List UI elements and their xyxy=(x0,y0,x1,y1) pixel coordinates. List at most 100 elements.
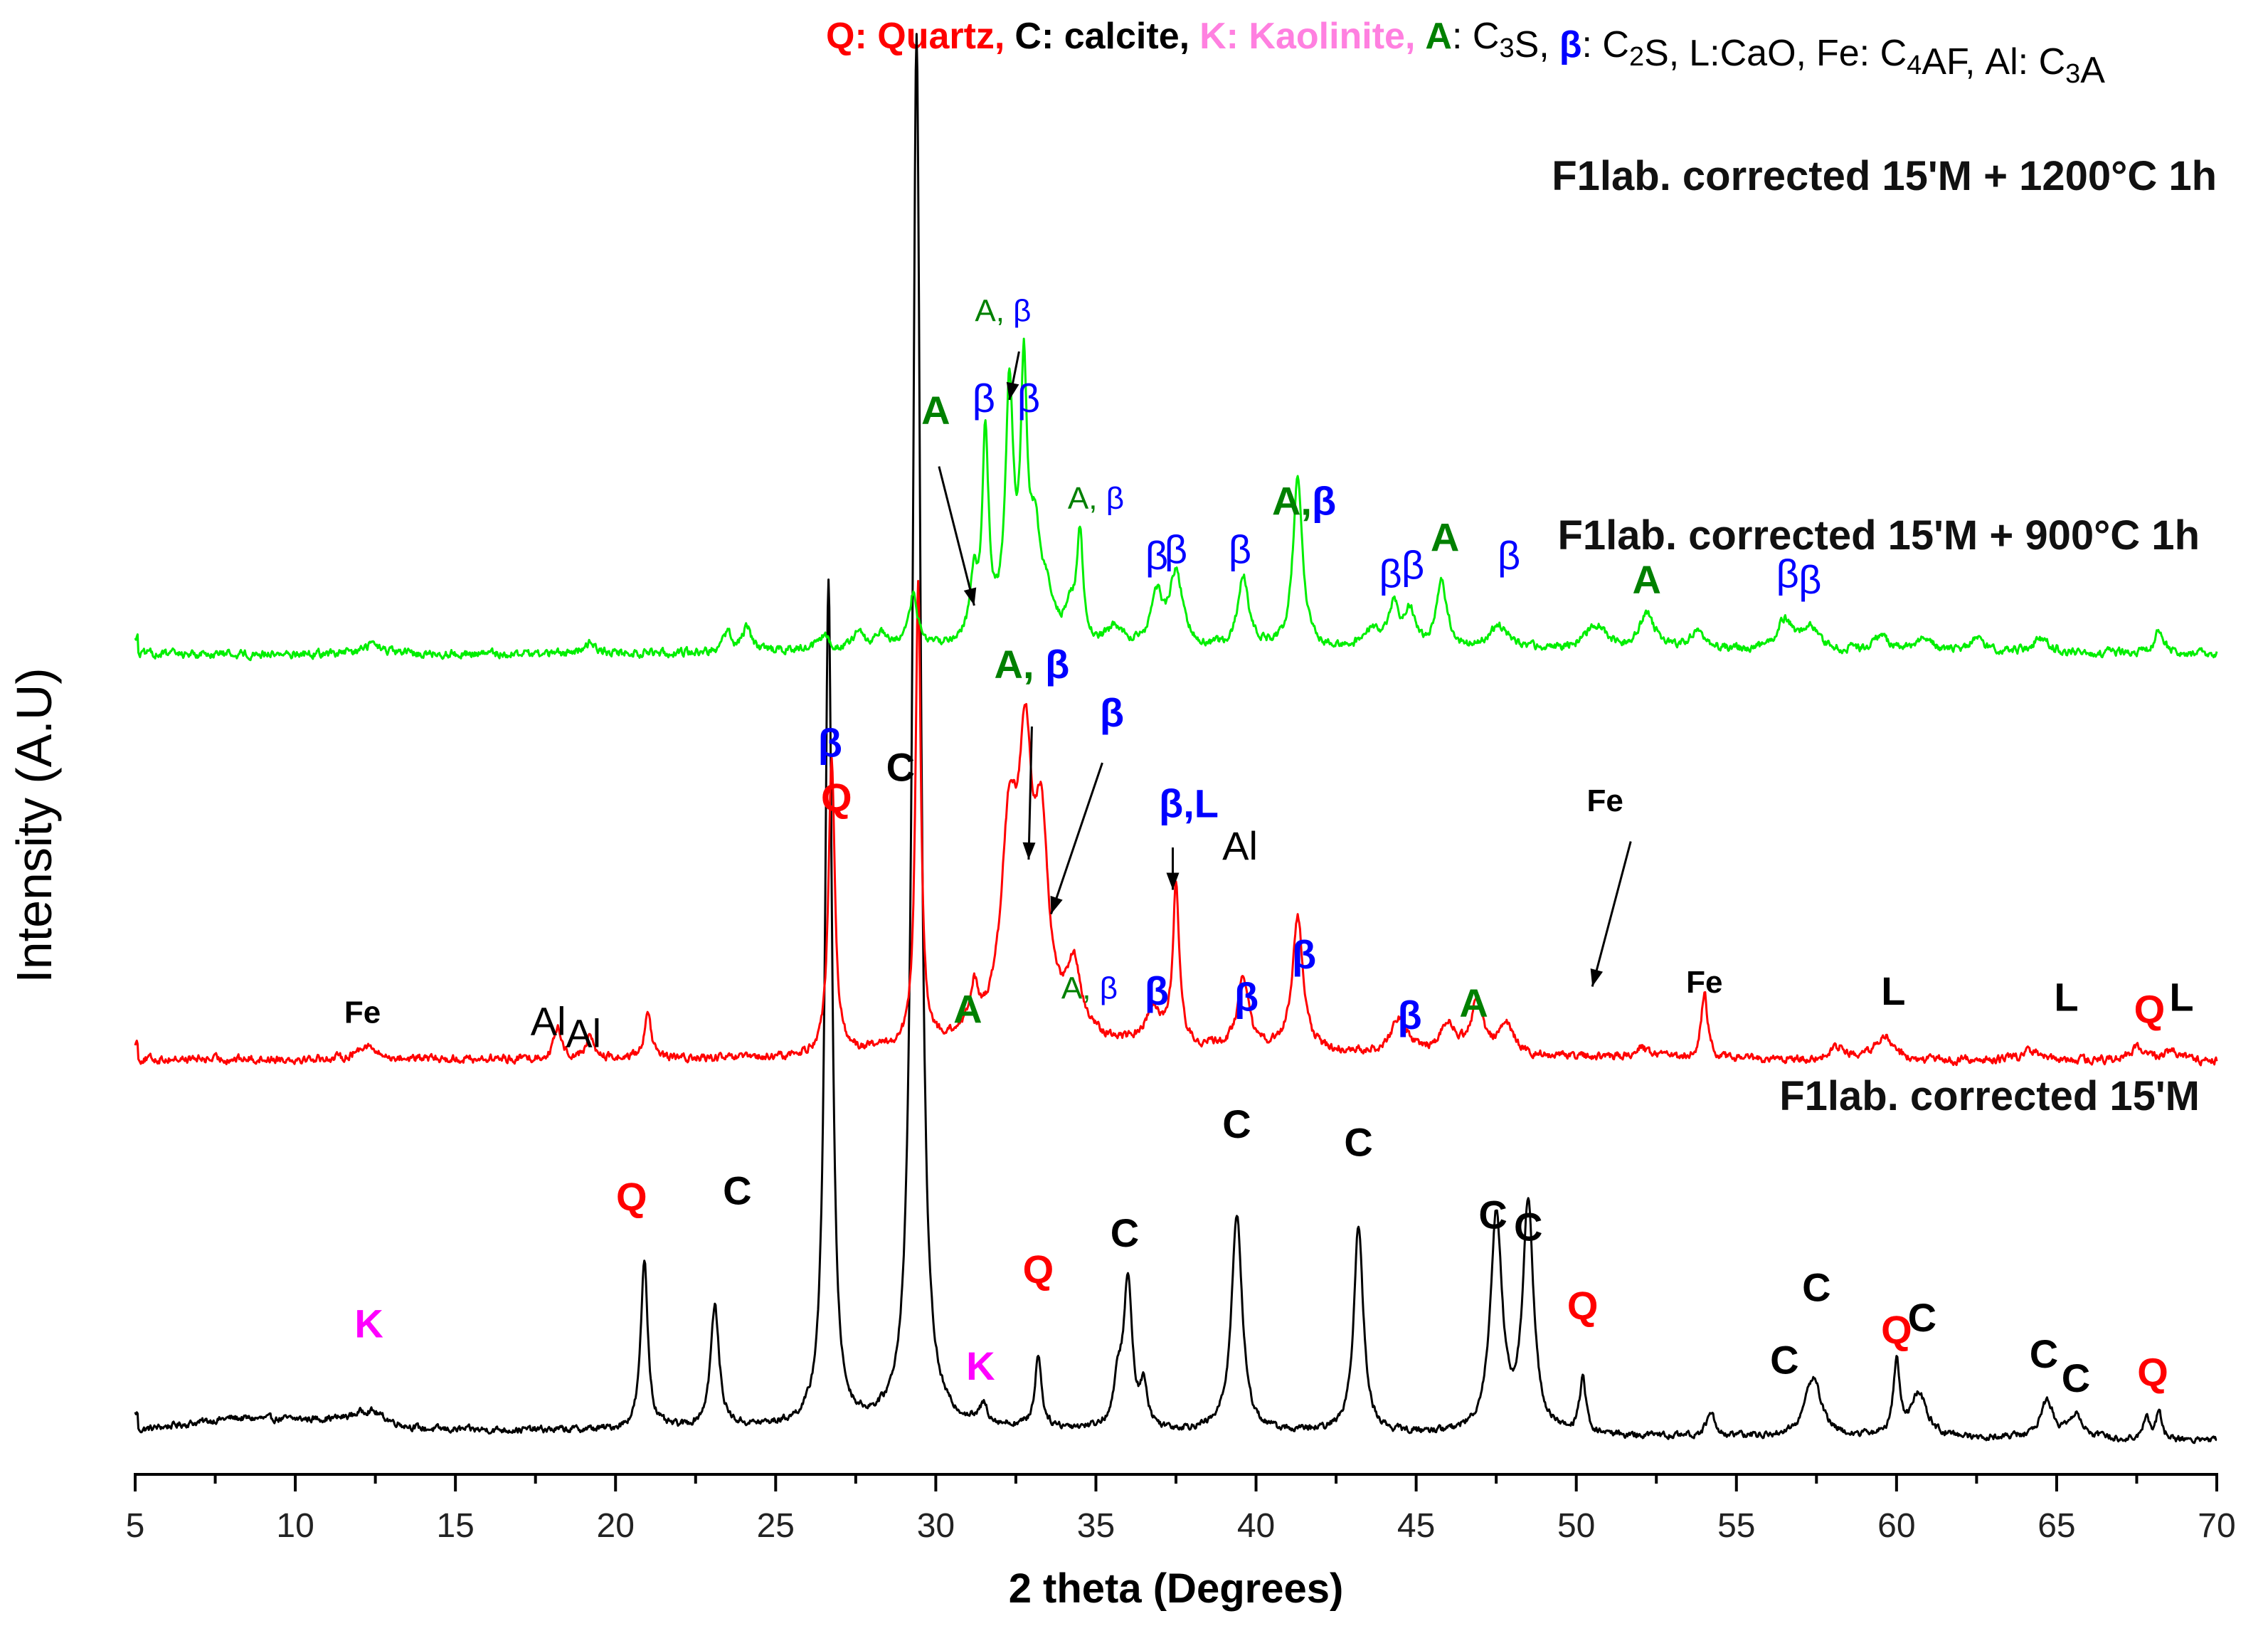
peak-arrow xyxy=(1591,841,1632,987)
peak-arrow-head xyxy=(963,587,977,606)
peak-label: Q xyxy=(616,1174,647,1219)
legend-separator: : xyxy=(2018,41,2039,83)
peak-label: β xyxy=(1292,932,1316,977)
peak-label: L xyxy=(2169,975,2193,1020)
peak-label: C xyxy=(886,745,915,790)
peak-arrows xyxy=(938,351,1632,987)
peak-label: β xyxy=(1017,376,1040,421)
peak-label: C xyxy=(1514,1205,1542,1250)
peak-arrow-head xyxy=(1590,968,1604,987)
legend-separator: : xyxy=(854,16,877,57)
peak-label: Fe xyxy=(1686,965,1722,1000)
peak-label: A xyxy=(953,987,982,1032)
legend-subscript: 3 xyxy=(1499,33,1514,63)
legend-separator: : xyxy=(1581,24,1602,65)
legend-label: C xyxy=(1473,16,1500,57)
peak-label: A xyxy=(1431,515,1459,560)
x-tick-label: 65 xyxy=(2038,1507,2075,1545)
pattern-title: F1lab. corrected 15'M + 1200°C 1h xyxy=(1552,153,2217,199)
x-tick-label: 45 xyxy=(1397,1507,1435,1545)
peak-label-part: β xyxy=(1312,479,1336,524)
peak-label: Al xyxy=(566,1011,601,1056)
peak-label: β xyxy=(1798,557,1821,602)
peak-label: Q xyxy=(2137,1350,2168,1395)
peak-label: A, β xyxy=(995,642,1070,687)
legend-separator: : xyxy=(1710,33,1719,74)
peak-label: Q xyxy=(1567,1283,1599,1328)
peak-label: A, β xyxy=(1061,971,1118,1006)
legend-symbol: Q xyxy=(826,16,854,57)
x-tick-label: 50 xyxy=(1557,1507,1595,1545)
legend-symbol: β xyxy=(1559,24,1582,65)
x-tick-label: 25 xyxy=(757,1507,795,1545)
peak-arrow-head xyxy=(1022,842,1036,860)
x-tick-label: 10 xyxy=(276,1507,314,1545)
legend-label: Quartz, xyxy=(877,16,1005,57)
peak-label: β xyxy=(818,721,842,766)
peak-label: Q xyxy=(821,775,852,820)
peak-label: C xyxy=(1222,1102,1251,1146)
peak-label: L xyxy=(2054,975,2078,1020)
legend-symbol: K xyxy=(1199,16,1226,57)
peak-label: K xyxy=(354,1301,383,1346)
peak-label: β xyxy=(1379,551,1401,596)
peak-label: C xyxy=(1344,1120,1372,1165)
peak-label: C xyxy=(1770,1338,1798,1383)
chart-traces xyxy=(134,33,2218,1444)
x-tick-label: 15 xyxy=(436,1507,474,1545)
legend-label: A xyxy=(2080,50,2105,91)
legend-symbol: A xyxy=(1425,16,1452,57)
legend-separator: : xyxy=(1042,16,1064,57)
peak-label: β xyxy=(973,376,995,421)
legend-subscript: 2 xyxy=(1629,42,1644,72)
peak-label: Fe xyxy=(344,995,381,1030)
x-tick-label: 40 xyxy=(1237,1507,1275,1545)
x-axis-ticks: 5 10 15 20 25 30 35 40 45 50 55 60 65 70 xyxy=(126,1474,2236,1545)
peak-label: A, β xyxy=(975,294,1031,329)
peak-label: β xyxy=(1145,968,1169,1013)
x-tick-label: 55 xyxy=(1717,1507,1755,1545)
peak-label: A xyxy=(1632,557,1660,602)
peak-label-part: A, xyxy=(1061,971,1100,1006)
peak-arrow xyxy=(1027,726,1033,860)
x-tick-label: 5 xyxy=(126,1507,145,1545)
peak-label: β xyxy=(1234,975,1258,1020)
legend-label: calcite, xyxy=(1064,16,1189,57)
legend-symbol: Al xyxy=(1985,41,2018,83)
pattern-title: F1lab. corrected 15'M xyxy=(1779,1073,2200,1119)
legend-label: Kaolinite, xyxy=(1249,16,1415,57)
x-tick-label: 60 xyxy=(1877,1507,1915,1545)
peak-label-part: A, xyxy=(1272,479,1312,524)
peak-arrow xyxy=(1050,762,1103,914)
peak-label: β xyxy=(1165,527,1187,572)
peak-arrow xyxy=(938,466,975,606)
peak-label: Al xyxy=(1222,823,1258,868)
peak-label-part: β xyxy=(1013,294,1031,329)
peak-label-part: β xyxy=(1100,971,1118,1006)
peak-label: β xyxy=(1401,543,1424,588)
peak-label: β xyxy=(1145,533,1168,578)
peak-label-part: A, xyxy=(1068,481,1106,516)
peak-label: Q xyxy=(2134,987,2166,1032)
peak-label-part: β xyxy=(1045,642,1069,687)
peak-label: Fe xyxy=(1587,783,1623,818)
series-f1lab-corrected-15-m-1200-c-1h-line xyxy=(134,337,2218,662)
peak-label: C xyxy=(2062,1356,2090,1400)
peak-label-part: β xyxy=(1106,481,1124,516)
legend-subscript: 3 xyxy=(2065,59,2080,89)
pattern-titles: F1lab. corrected 15'M + 1200°C 1h F1lab. … xyxy=(1552,153,2217,1119)
peak-label: A xyxy=(1459,981,1488,1025)
legend-label: C xyxy=(1880,33,1907,74)
peak-label: C xyxy=(1478,1193,1507,1237)
x-tick-label: 70 xyxy=(2198,1507,2235,1545)
peak-label: A xyxy=(921,388,950,433)
peak-label: β xyxy=(1398,993,1422,1037)
peak-label: C xyxy=(2030,1331,2058,1376)
pattern-title: F1lab. corrected 15'M + 900°C 1h xyxy=(1557,512,2200,559)
peak-label: β xyxy=(1498,533,1520,578)
peak-label: L xyxy=(1881,968,1905,1013)
peak-label: β xyxy=(1776,551,1799,596)
peak-label: A, β xyxy=(1068,481,1124,516)
legend-label: C xyxy=(1602,24,1629,65)
